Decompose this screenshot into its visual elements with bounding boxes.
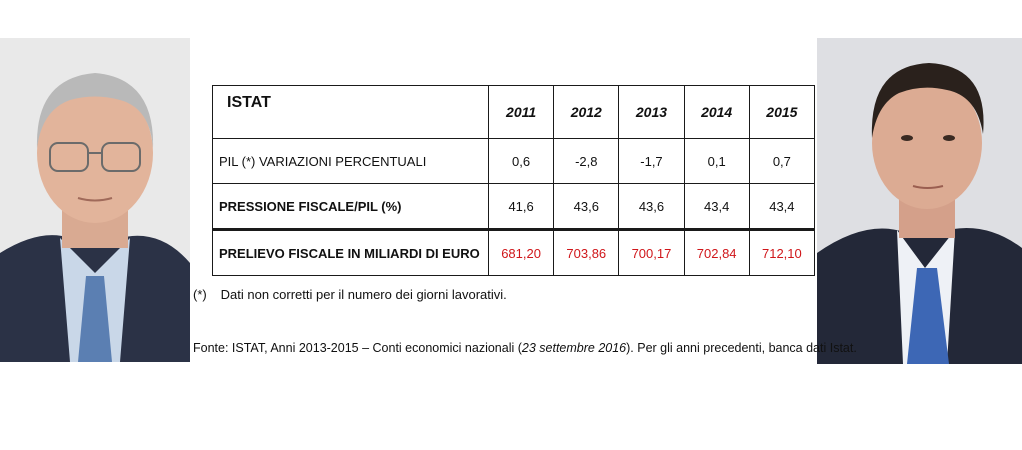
table-cell: 43,6 xyxy=(618,183,685,230)
table-header-label: ISTAT xyxy=(212,85,489,139)
table-cell-highlight: 712,10 xyxy=(748,228,816,276)
year-header: 2012 xyxy=(553,85,620,139)
row-label: PRELIEVO FISCALE IN MILIARDI DI EURO xyxy=(212,228,489,276)
table-cell: 43,4 xyxy=(748,183,816,230)
table-cell: 0,1 xyxy=(683,138,750,184)
portrait-photo-left xyxy=(0,38,190,362)
source-date: 23 settembre 2016 xyxy=(521,341,627,355)
footnote: (*) Dati non corretti per il numero dei … xyxy=(193,287,507,302)
footnote-marker: (*) xyxy=(193,287,207,302)
year-header: 2013 xyxy=(618,85,685,139)
table-cell: 43,6 xyxy=(553,183,620,230)
table-cell-highlight: 681,20 xyxy=(487,228,555,276)
year-header: 2015 xyxy=(748,85,816,139)
table-header-row: ISTAT 2011 2012 2013 2014 2015 xyxy=(212,85,816,139)
portrait-right-illustration xyxy=(817,38,1022,364)
portrait-photo-right xyxy=(817,38,1022,364)
source-note: Fonte: ISTAT, Anni 2013-2015 – Conti eco… xyxy=(193,341,857,355)
table-row-pil: PIL (*) VARIAZIONI PERCENTUALI 0,6 -2,8 … xyxy=(212,138,816,184)
table-cell: 0,6 xyxy=(487,138,555,184)
source-prefix: Fonte: ISTAT, Anni 2013-2015 – Conti eco… xyxy=(193,341,522,355)
table-cell-highlight: 702,84 xyxy=(683,228,750,276)
table-cell: 41,6 xyxy=(487,183,555,230)
table-row-prelievo: PRELIEVO FISCALE IN MILIARDI DI EURO 681… xyxy=(212,228,816,276)
footnote-text: Dati non corretti per il numero dei gior… xyxy=(220,287,507,302)
source-suffix: ). Per gli anni precedenti, banca dati I… xyxy=(626,341,857,355)
year-header: 2014 xyxy=(683,85,750,139)
year-header: 2011 xyxy=(487,85,555,139)
table-row-pressione: PRESSIONE FISCALE/PIL (%) 41,6 43,6 43,6… xyxy=(212,183,816,230)
table-cell-highlight: 700,17 xyxy=(618,228,685,276)
table-cell: -2,8 xyxy=(553,138,620,184)
row-label: PRESSIONE FISCALE/PIL (%) xyxy=(212,183,489,230)
table-cell: 43,4 xyxy=(683,183,750,230)
portrait-left-illustration xyxy=(0,38,190,362)
row-label: PIL (*) VARIAZIONI PERCENTUALI xyxy=(212,138,489,184)
istat-fiscal-table: ISTAT 2011 2012 2013 2014 2015 PIL (*) V… xyxy=(212,85,816,276)
table-cell-highlight: 703,86 xyxy=(553,228,620,276)
table-cell: -1,7 xyxy=(618,138,685,184)
table-cell: 0,7 xyxy=(748,138,816,184)
